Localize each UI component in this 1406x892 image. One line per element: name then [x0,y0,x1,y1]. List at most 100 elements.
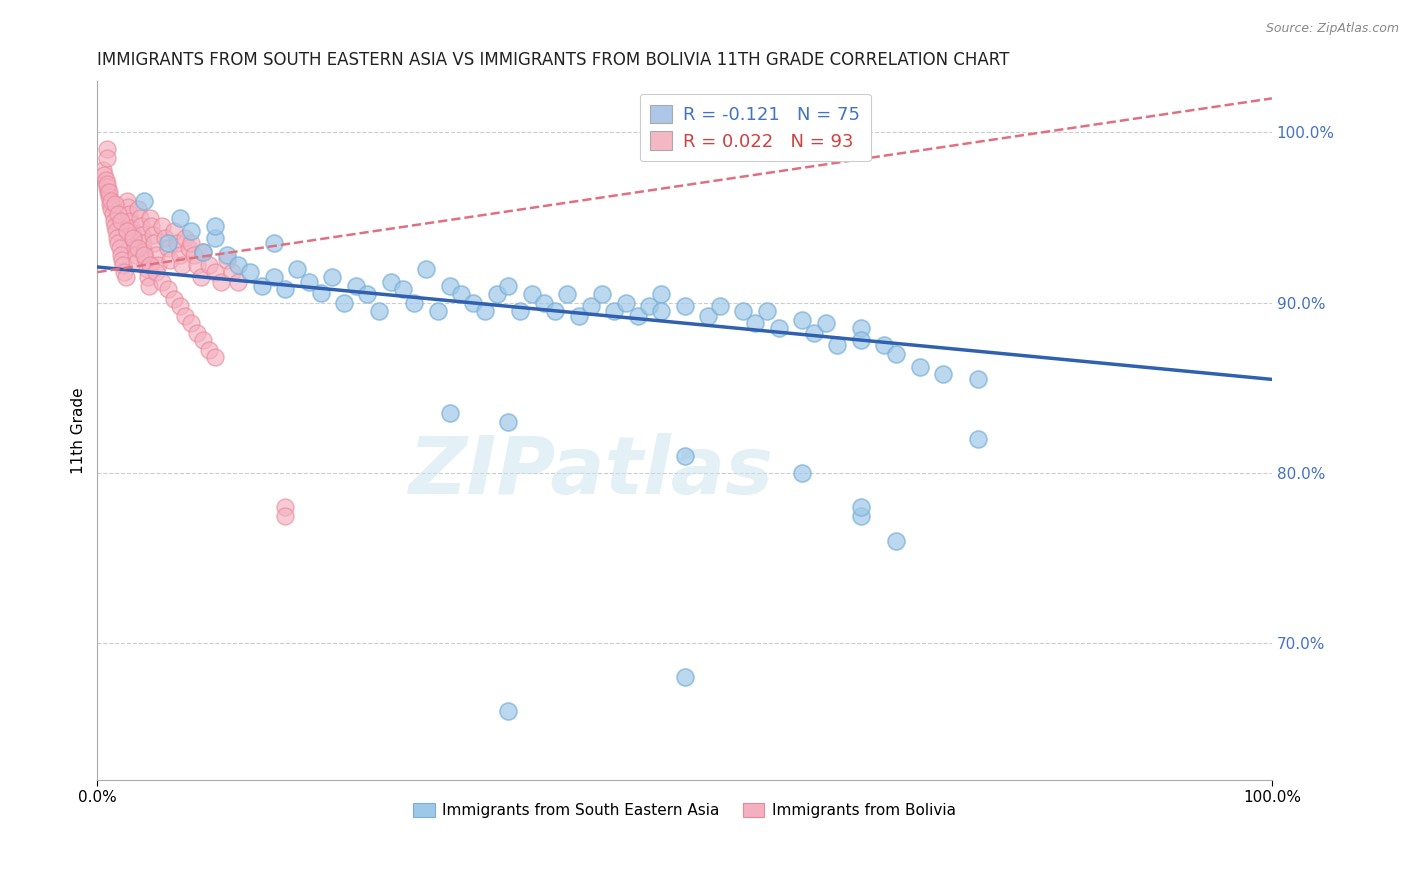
Point [183,248,205,262]
Point [204,350,226,364]
Point [141,219,163,233]
Point [744,316,766,330]
Point [166,236,188,251]
Point [333,295,356,310]
Point [673,449,696,463]
Point [849,321,872,335]
Point [159,253,181,268]
Point [150,275,173,289]
Point [209,275,232,289]
Point [191,244,214,259]
Point [186,258,208,272]
Point [128,211,150,225]
Point [96,180,118,194]
Point [733,304,755,318]
Point [174,231,197,245]
Point [274,282,297,296]
Point [356,287,378,301]
Point [125,248,148,262]
Legend: Immigrants from South Eastern Asia, Immigrants from Bolivia: Immigrants from South Eastern Asia, Immi… [408,797,962,824]
Point [104,197,127,211]
Point [450,287,472,301]
Point [274,508,297,523]
Point [533,295,555,310]
Point [321,270,343,285]
Point [263,236,285,251]
Point [344,278,367,293]
Point [591,287,613,301]
Point [191,244,214,259]
Point [790,466,813,480]
Point [127,202,149,216]
Point [169,211,191,225]
Point [190,270,212,285]
Point [204,219,226,233]
Point [91,162,114,177]
Point [134,248,156,262]
Point [145,248,167,262]
Point [120,214,142,228]
Point [134,244,156,259]
Point [96,177,118,191]
Point [439,278,461,293]
Point [391,282,413,296]
Point [709,299,731,313]
Text: Source: ZipAtlas.com: Source: ZipAtlas.com [1265,22,1399,36]
Point [884,534,907,549]
Point [439,407,461,421]
Point [198,343,221,358]
Point [134,253,156,268]
Point [127,241,149,255]
Point [121,227,143,242]
Point [122,235,145,249]
Point [101,207,124,221]
Point [156,236,179,251]
Point [803,326,825,341]
Point [110,248,132,262]
Point [250,278,273,293]
Point [579,299,602,313]
Point [136,270,159,285]
Point [427,304,450,318]
Point [309,285,332,300]
Point [849,333,872,347]
Point [603,304,626,318]
Point [110,214,132,228]
Point [932,368,955,382]
Point [100,194,122,208]
Point [498,278,520,293]
Point [285,261,308,276]
Point [98,185,121,199]
Point [131,227,153,242]
Point [100,202,122,216]
Point [112,265,135,279]
Point [139,258,162,272]
Point [142,227,165,242]
Point [103,214,125,228]
Point [614,295,637,310]
Point [96,143,118,157]
Point [156,282,179,296]
Point [115,194,138,208]
Text: ZIPatlas: ZIPatlas [408,434,773,511]
Point [96,151,118,165]
Point [180,236,202,251]
Point [139,211,162,225]
Point [105,224,128,238]
Point [198,258,221,272]
Point [215,253,238,268]
Point [755,304,778,318]
Point [94,173,117,187]
Point [93,168,115,182]
Point [884,347,907,361]
Point [226,275,249,289]
Point [114,270,136,285]
Point [650,304,672,318]
Point [107,236,129,251]
Point [544,304,567,318]
Point [118,207,141,221]
Point [142,236,165,251]
Point [849,500,872,515]
Point [186,326,208,341]
Point [104,219,127,233]
